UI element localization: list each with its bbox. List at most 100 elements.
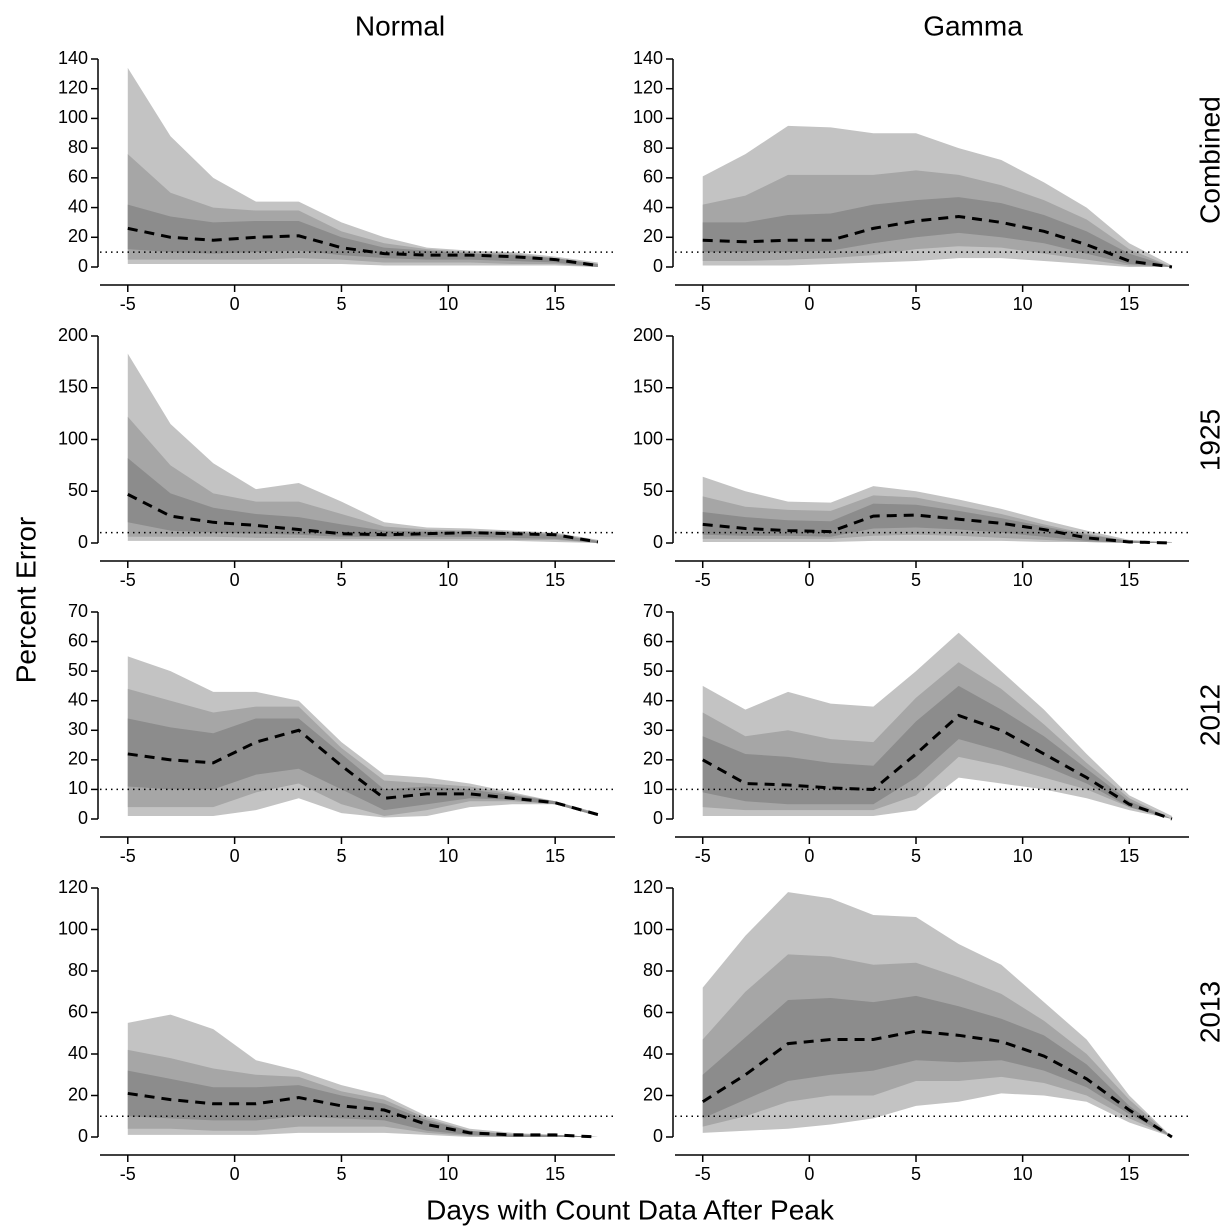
band [702, 995, 1172, 1137]
y-tick-label: 50 [68, 480, 88, 500]
row-label: Combined [1194, 96, 1225, 224]
x-tick-label: 0 [804, 1164, 814, 1184]
row-label: 2012 [1194, 684, 1225, 746]
y-tick-label: 80 [68, 960, 88, 980]
x-tick-label: -5 [120, 570, 136, 590]
y-tick-label: 40 [68, 689, 88, 709]
y-tick-label: 120 [58, 877, 88, 897]
x-tick-label: 0 [230, 1164, 240, 1184]
y-tick-label: 70 [643, 601, 663, 621]
y-tick-label: 60 [643, 630, 663, 650]
y-tick-label: 40 [643, 196, 663, 216]
y-tick-label: 80 [643, 960, 663, 980]
y-tick-label: 0 [78, 532, 88, 552]
y-tick-label: 100 [633, 918, 663, 938]
band [127, 204, 598, 267]
y-tick-label: 150 [633, 377, 663, 397]
x-tick-label: 15 [545, 570, 565, 590]
y-tick-label: 200 [58, 325, 88, 345]
y-tick-label: 60 [68, 167, 88, 187]
y-tick-label: 10 [643, 778, 663, 798]
y-tick-label: 100 [58, 428, 88, 448]
x-tick-label: 5 [911, 570, 921, 590]
x-tick-label: 10 [1013, 1164, 1033, 1184]
median-line [127, 226, 599, 267]
y-tick-label: 40 [68, 1043, 88, 1063]
y-tick-label: 140 [58, 48, 88, 68]
y-tick-label: 60 [68, 1001, 88, 1021]
y-tick-label: 40 [643, 1043, 663, 1063]
y-tick-label: 50 [643, 660, 663, 680]
band [127, 353, 598, 543]
median-line [701, 713, 1173, 821]
y-tick-label: 0 [653, 532, 663, 552]
x-tick-label: -5 [695, 846, 711, 866]
y-tick-label: 120 [633, 877, 663, 897]
x-tick-label: 5 [911, 1164, 921, 1184]
y-tick-label: 60 [643, 1001, 663, 1021]
x-tick-label: -5 [120, 294, 136, 314]
x-tick-label: 5 [336, 570, 346, 590]
y-tick-label: 140 [633, 48, 663, 68]
x-tick-label: 10 [1013, 570, 1033, 590]
y-tick-label: 0 [78, 256, 88, 276]
x-tick-label: 10 [438, 1164, 458, 1184]
x-tick-label: 10 [1013, 294, 1033, 314]
row-label: 1925 [1194, 409, 1225, 471]
x-tick-label: 5 [911, 846, 921, 866]
band [127, 718, 598, 817]
x-tick-label: -5 [120, 1164, 136, 1184]
x-tick-label: 15 [1119, 846, 1139, 866]
x-tick-label: -5 [695, 1164, 711, 1184]
x-tick-label: -5 [120, 846, 136, 866]
y-tick-label: 0 [653, 1126, 663, 1146]
band [127, 416, 598, 543]
y-tick-label: 100 [58, 107, 88, 127]
x-tick-label: 10 [438, 570, 458, 590]
y-tick-label: 20 [643, 1084, 663, 1104]
y-tick-label: 30 [68, 719, 88, 739]
x-tick-label: 5 [336, 294, 346, 314]
median-line [127, 1091, 598, 1139]
median-line [127, 493, 599, 544]
y-tick-label: 80 [68, 137, 88, 157]
y-tick-label: 100 [633, 428, 663, 448]
median-line [702, 214, 1173, 269]
y-tick-label: 20 [68, 1084, 88, 1104]
x-tick-label: 5 [336, 846, 346, 866]
x-tick-label: 0 [230, 294, 240, 314]
y-tick-label: 40 [643, 689, 663, 709]
y-tick-label: 100 [633, 107, 663, 127]
y-tick-label: 200 [633, 325, 663, 345]
x-tick-label: 10 [1013, 846, 1033, 866]
y-tick-label: 100 [58, 918, 88, 938]
band [702, 197, 1172, 267]
y-tick-label: 50 [643, 480, 663, 500]
y-tick-label: 0 [653, 256, 663, 276]
x-tick-label: 5 [336, 1164, 346, 1184]
x-tick-label: 15 [545, 294, 565, 314]
band [127, 1070, 598, 1137]
x-tick-label: 15 [545, 846, 565, 866]
column-title: Gamma [923, 10, 1023, 41]
y-tick-label: 20 [643, 749, 663, 769]
y-tick-label: 20 [643, 226, 663, 246]
x-tick-label: 0 [804, 294, 814, 314]
x-tick-label: 0 [804, 846, 814, 866]
median-line [702, 513, 1172, 545]
band [127, 458, 598, 543]
x-tick-label: 15 [1119, 1164, 1139, 1184]
x-tick-label: -5 [695, 294, 711, 314]
y-tick-label: 120 [633, 77, 663, 97]
x-tick-label: 0 [230, 846, 240, 866]
band [127, 688, 598, 817]
y-tick-label: 20 [68, 226, 88, 246]
y-tick-label: 10 [68, 778, 88, 798]
x-tick-label: 15 [1119, 294, 1139, 314]
row-label: 2013 [1194, 981, 1225, 1043]
x-tick-label: 0 [804, 570, 814, 590]
y-tick-label: 0 [78, 1126, 88, 1146]
y-tick-label: 70 [68, 601, 88, 621]
y-tick-label: 50 [68, 660, 88, 680]
